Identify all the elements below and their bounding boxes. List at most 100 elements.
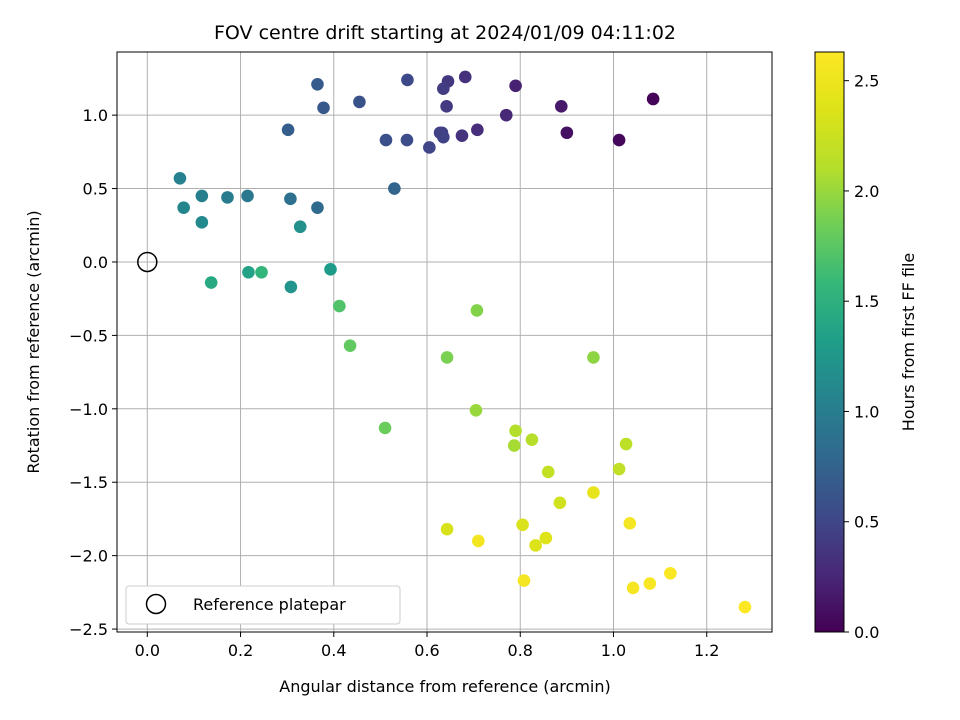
data-point [643,577,657,590]
x-tick-label: 0.2 [228,641,253,660]
data-point [281,123,295,137]
data-point [541,465,555,479]
colorbar-ticks: 0.0 0.5 1.0 1.5 2.0 2.5 [844,72,879,642]
y-tick-label: −1.5 [69,473,108,492]
data-point [664,566,677,580]
colorbar-tick-label: 1.5 [854,292,879,311]
legend-marker [145,593,167,615]
data-point [221,191,234,204]
data-point [516,518,529,532]
data-point [311,201,324,214]
y-tick-label: −1.0 [69,400,108,419]
data-point [525,433,539,446]
data-point [317,101,330,115]
data-point [173,171,187,185]
data-point [738,600,752,614]
x-tick-label: 0.6 [414,641,439,660]
legend: Reference platepar [125,585,401,625]
plot-frame [116,51,773,633]
colorbar-tick-label: 0.0 [854,623,879,642]
data-point [437,82,450,96]
y-tick-label: −2.5 [69,620,108,639]
data-point [471,534,485,548]
data-point [195,189,209,203]
y-tick-label: 0.5 [83,180,108,199]
legend-label: Reference platepar [193,595,346,614]
data-point [509,79,522,93]
x-tick-label: 1.2 [694,641,719,660]
data-point [612,133,626,147]
data-point [458,70,472,84]
data-point [440,522,454,536]
colorbar-tick-label: 2.0 [854,182,879,201]
data-point [177,201,190,214]
chart-title: FOV centre drift starting at 2024/01/09 … [214,22,676,44]
data-point [241,189,254,203]
x-axis-ticks: 0.0 0.2 0.4 0.6 0.8 1.0 1.2 [135,632,719,660]
data-point [293,220,307,234]
data-point [440,351,454,364]
data-point [242,265,255,279]
data-point [255,265,268,279]
reference-point-marker [137,251,158,273]
data-point [507,439,521,452]
data-point [440,100,453,113]
legend-box [125,585,401,625]
data-point [612,462,626,476]
data-point [455,129,469,142]
data-point [529,539,542,552]
data-point [560,126,574,140]
data-point [509,424,522,438]
data-point [539,531,553,545]
data-point [333,299,346,313]
scatter-points [137,70,752,614]
data-point [587,486,600,499]
x-axis-label: Angular distance from reference (arcmin) [279,677,610,696]
data-point [311,78,324,91]
data-point [284,192,297,206]
y-axis-ticks: −2.5 −2.0 −1.5 −1.0 −0.5 0.0 0.5 1.0 [69,106,117,639]
data-point [623,517,637,530]
data-point [401,73,414,87]
colorbar: 0.0 0.5 1.0 1.5 2.0 2.5 Hours from first FF f… [814,51,918,642]
y-axis-label: Rotation from reference (arcmin) [24,210,43,473]
data-point [284,280,298,294]
y-tick-label: 0.0 [83,253,108,272]
data-point [437,130,450,144]
data-point [324,263,337,276]
colorbar-gradient [814,51,845,633]
x-tick-label: 0.0 [135,641,160,660]
data-point [646,92,660,106]
data-point [587,351,600,364]
colorbar-tick-label: 0.5 [854,513,879,532]
data-point [195,216,209,229]
data-point [378,421,392,435]
data-point [499,108,513,122]
data-point [553,496,567,510]
data-point [388,182,401,195]
y-tick-label: −2.0 [69,547,108,566]
colorbar-tick-label: 1.0 [854,402,879,421]
grid-lines [117,52,772,632]
x-tick-label: 0.4 [321,641,346,660]
data-point [400,133,414,147]
y-tick-label: 1.0 [83,106,108,125]
data-point [471,123,484,137]
colorbar-label: Hours from first FF file [899,253,918,432]
data-point [353,95,366,109]
data-point [626,581,640,595]
y-tick-label: −0.5 [69,326,108,345]
data-point [379,133,393,147]
x-tick-label: 1.0 [601,641,626,660]
data-point [517,574,531,587]
x-tick-label: 0.8 [508,641,533,660]
data-point [619,437,633,451]
data-point [204,276,218,289]
data-point [469,403,483,417]
data-point [423,141,436,154]
data-point [343,339,357,352]
data-point [470,304,484,317]
data-point [554,100,568,113]
colorbar-tick-label: 2.5 [854,72,879,91]
